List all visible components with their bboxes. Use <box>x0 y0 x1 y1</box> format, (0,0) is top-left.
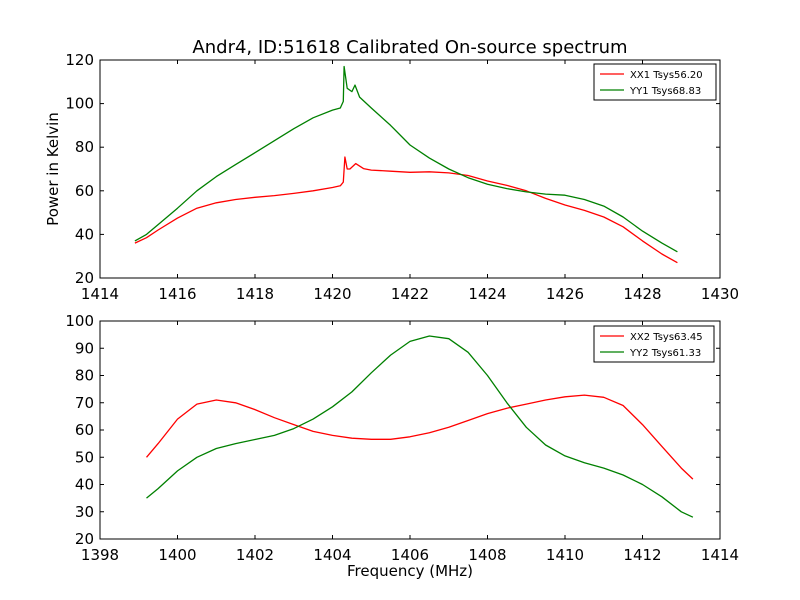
x-tick-label: 1414 <box>81 285 119 303</box>
top-plot-panel: 1414 1416 1418 1420 1422 1424 1426 1428 1430 20 40… <box>44 51 739 303</box>
series-line-yy1 <box>134 65 678 253</box>
legend-label: YY2 Tsys61.33 <box>629 348 701 359</box>
y-tick-label: 50 <box>75 448 94 466</box>
series-line-xx2 <box>146 394 694 480</box>
x-tick-label: 1426 <box>546 285 584 303</box>
y-tick-label: 100 <box>65 312 94 330</box>
x-tick-label: 1420 <box>313 285 351 303</box>
y-tick-label: 80 <box>75 138 94 156</box>
x-tick-label: 1424 <box>468 285 506 303</box>
x-tick-label: 1408 <box>468 546 506 564</box>
legend-box <box>593 63 717 101</box>
y-tick-label: 100 <box>65 95 94 113</box>
x-tick-label: 1410 <box>546 546 584 564</box>
legend-label: XX2 Tsys63.45 <box>630 332 703 343</box>
y-tick-label: 20 <box>75 269 94 287</box>
x-tick-label: 1416 <box>158 285 196 303</box>
y-tick-label: 60 <box>75 182 94 200</box>
x-tick-label: 1398 <box>81 546 119 564</box>
x-tick-label: 1428 <box>623 285 661 303</box>
x-tick-label: 1418 <box>236 285 274 303</box>
chart-title: Andr4, ID:51618 Calibrated On-source spe… <box>192 37 627 58</box>
x-tick-label: 1404 <box>313 546 351 564</box>
x-tick-label: 1406 <box>391 546 429 564</box>
legend-label: XX1 Tsys56.20 <box>630 70 703 81</box>
series-line-xx1 <box>134 156 678 264</box>
series-line-yy2 <box>146 335 694 518</box>
y-tick-label: 80 <box>75 367 94 385</box>
y-tick-label: 60 <box>75 421 94 439</box>
x-tick-label: 1422 <box>391 285 429 303</box>
legend-box <box>593 325 715 363</box>
x-tick-label: 1412 <box>623 546 661 564</box>
x-tick-label: 1400 <box>158 546 196 564</box>
y-tick-label: 20 <box>75 530 94 548</box>
y-tick-label: 70 <box>75 394 94 412</box>
y-tick-label: 90 <box>75 339 94 357</box>
x-tick-label: 1402 <box>236 546 274 564</box>
y-tick-label: 120 <box>65 51 94 69</box>
bottom-plot-panel: 1398 1400 1402 1404 1406 1408 1410 1412 1414 20 30… <box>65 312 739 580</box>
x-tick-label: 1430 <box>701 285 739 303</box>
y-tick-label: 40 <box>75 476 94 494</box>
y-tick-label: 30 <box>75 503 94 521</box>
y-tick-label: 40 <box>75 225 94 243</box>
x-axis-title: Frequency (MHz) <box>347 562 473 580</box>
x-tick-label: 1414 <box>701 546 739 564</box>
y-axis-title: Power in Kelvin <box>44 112 62 226</box>
legend-label: YY1 Tsys68.83 <box>629 86 701 97</box>
